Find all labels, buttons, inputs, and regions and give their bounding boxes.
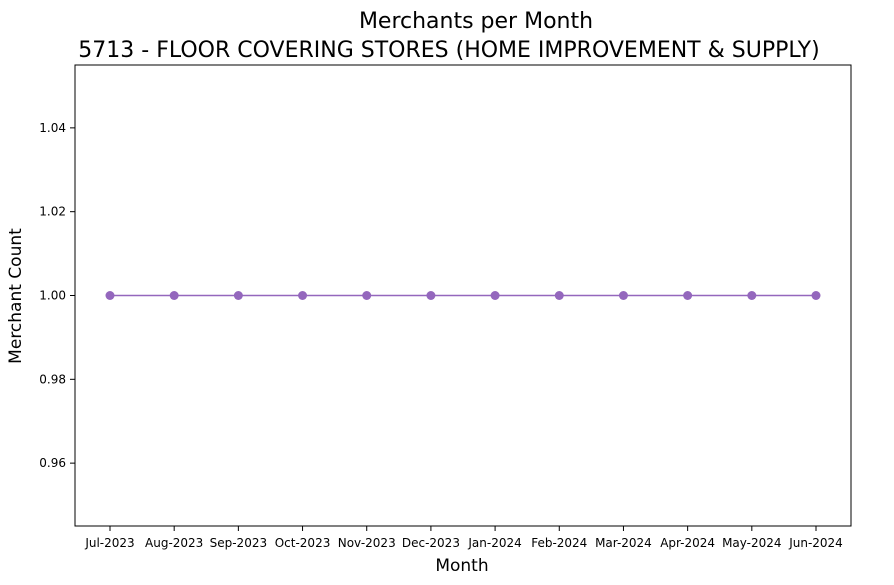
data-point [683,291,693,300]
x-tick-label: Sep-2023 [210,536,268,550]
data-point [105,291,115,300]
data-point [362,291,372,300]
plot-area: 0.96 0.98 1.00 1.02 1.04 Jul-2023 Aug-2023 Sep-… [39,64,852,550]
data-point [426,291,436,300]
x-tick-label: Dec-2023 [402,536,460,550]
data-point [811,291,821,300]
x-tick-label: Jun-2024 [788,536,843,550]
x-tick-label: Nov-2023 [338,536,396,550]
data-point [169,291,179,300]
x-tick-label: Aug-2023 [145,536,203,550]
y-tick-label: 0.98 [39,372,66,386]
data-point [298,291,308,300]
chart-subtitle: 5713 - FLOOR COVERING STORES (HOME IMPRO… [78,38,819,63]
data-point [233,291,243,300]
x-tick-label: Apr-2024 [660,536,715,550]
x-tick-label: Jan-2024 [467,536,521,550]
data-point [618,291,628,300]
x-tick-label: May-2024 [722,536,781,550]
data-point [747,291,757,300]
y-tick-label: 0.96 [39,456,66,470]
x-axis-label: Month [435,556,488,576]
y-tick-label: 1.02 [39,205,66,219]
data-point [554,291,564,300]
y-tick-label: 1.04 [39,121,66,135]
x-tick-label: Jul-2023 [84,536,134,550]
data-point [490,291,500,300]
x-tick-label: Oct-2023 [275,536,331,550]
y-axis-label: Merchant Count [6,228,26,364]
chart-title: Merchants per Month [359,9,593,34]
y-tick-label: 1.00 [39,289,66,303]
x-tick-label: Mar-2024 [595,536,652,550]
x-tick-label: Feb-2024 [531,536,587,550]
